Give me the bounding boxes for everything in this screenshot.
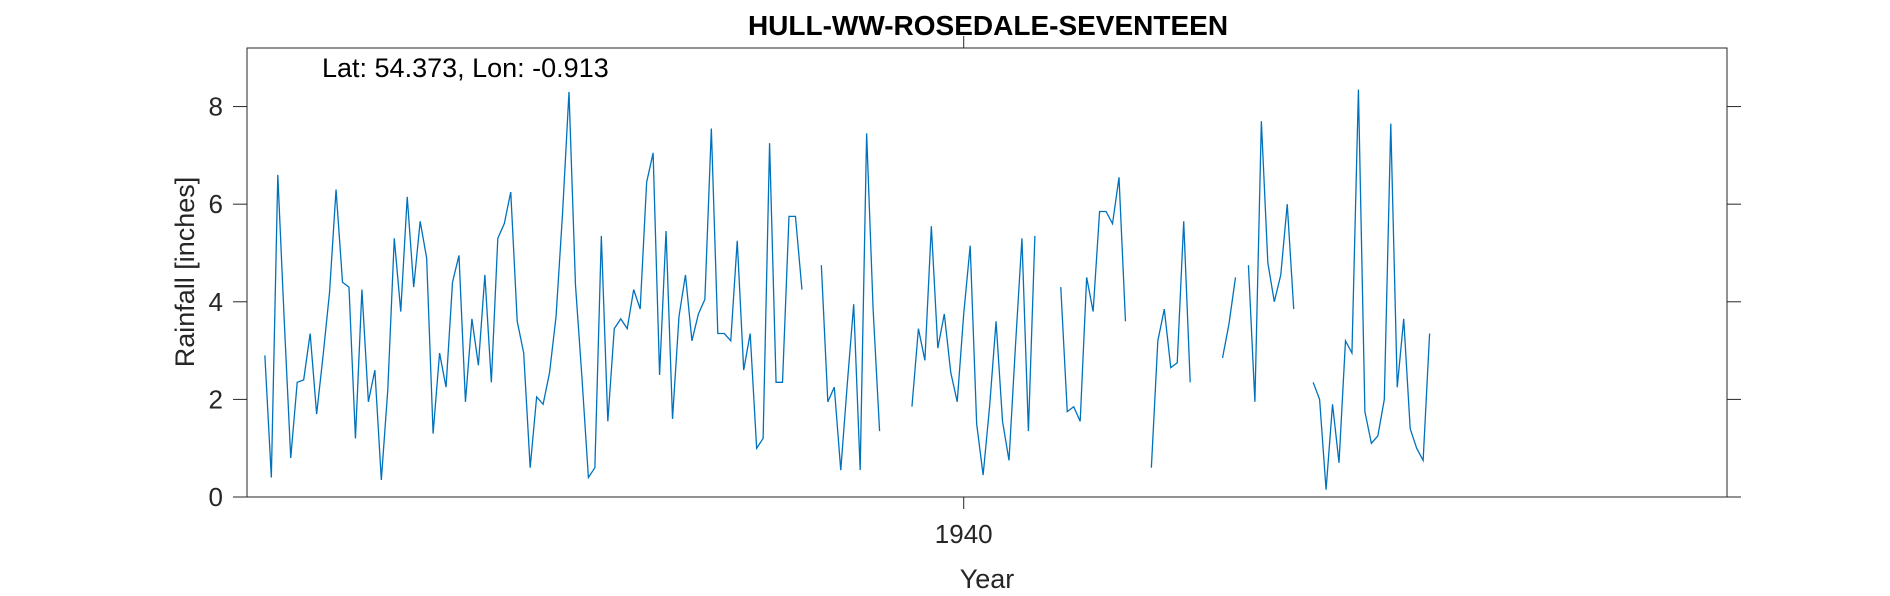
location-annotation: Lat: 54.373, Lon: -0.913 — [322, 53, 609, 83]
y-tick-label: 8 — [209, 92, 223, 122]
rainfall-line-segment — [264, 91, 803, 480]
plot-area — [246, 47, 1728, 498]
rainfall-line-segment — [1150, 221, 1191, 468]
rainfall-line-segment — [1060, 177, 1127, 422]
rainfall-line-segment — [1312, 89, 1431, 490]
rainfall-line-segment — [1247, 121, 1295, 402]
rainfall-line-segment — [1221, 277, 1237, 359]
y-tick-label: 2 — [209, 384, 223, 414]
x-tick-label: 1940 — [935, 519, 993, 549]
rainfall-series — [264, 89, 1431, 490]
rainfall-line-segment — [820, 133, 881, 471]
y-axis-label: Rainfall [inches] — [170, 177, 200, 368]
y-tick-label: 4 — [209, 287, 223, 317]
y-tick-label: 0 — [209, 482, 223, 512]
x-axis: 1940 — [935, 36, 993, 549]
y-tick-label: 6 — [209, 189, 223, 219]
x-axis-label: Year — [960, 564, 1015, 591]
rainfall-line-segment — [911, 226, 1036, 476]
y-axis: 0 2 4 6 8 — [209, 92, 1741, 512]
chart-title: HULL-WW-ROSEDALE-SEVENTEEN — [748, 10, 1228, 41]
